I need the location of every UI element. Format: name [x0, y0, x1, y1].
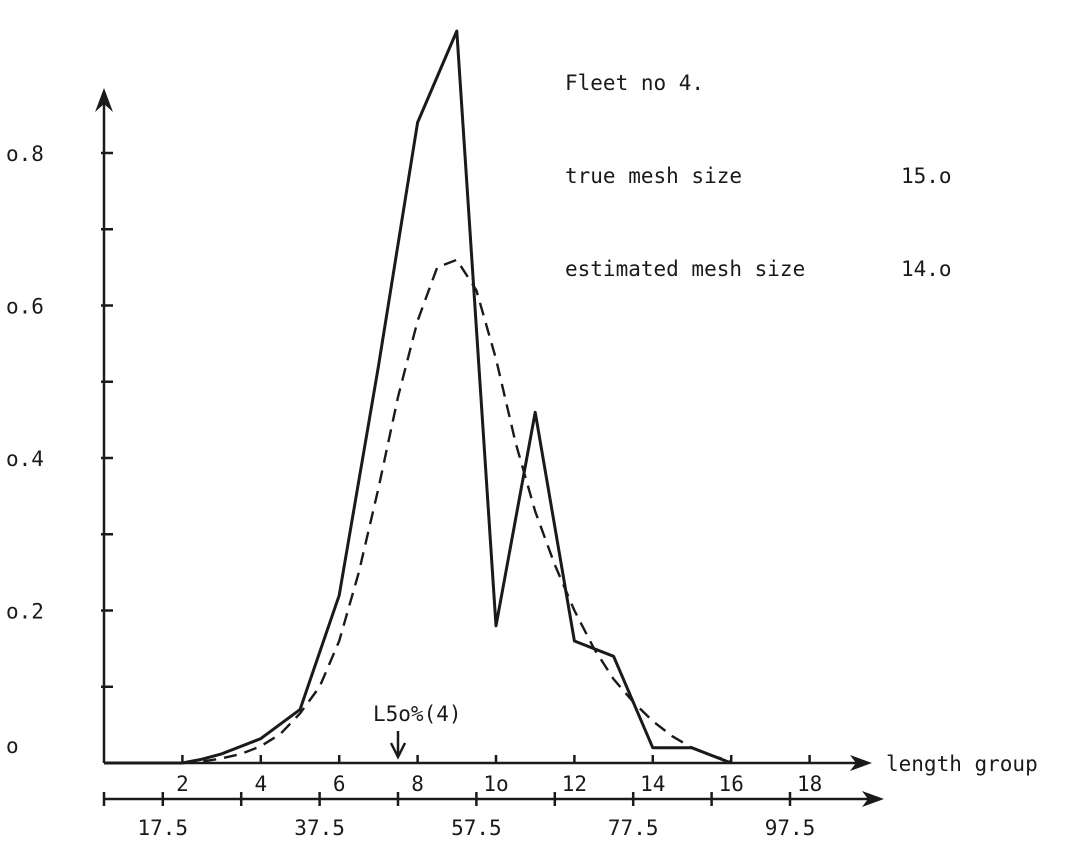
x-axis-label: length group — [886, 752, 1038, 776]
estimated-mesh-value: 14.o — [901, 257, 952, 281]
y-tick-label: o.2 — [6, 600, 44, 624]
x-tick-label: 18 — [797, 772, 822, 796]
estimated-mesh-label: estimated mesh size — [565, 257, 806, 281]
x-tick-label: 4 — [254, 772, 267, 796]
observed-series-line — [104, 29, 732, 765]
annotation-arrow-head — [389, 742, 407, 760]
x-tick-label: 8 — [411, 772, 424, 796]
fitted-series-line — [182, 258, 732, 765]
x-tick-label: 2 — [176, 772, 189, 796]
y-tick-label: o.6 — [6, 295, 44, 319]
x-tick-label: 6 — [333, 772, 346, 796]
x-tick-label: 12 — [562, 772, 587, 796]
true-mesh-value: 15.o — [901, 164, 952, 188]
secondary-tick-label: 57.5 — [451, 816, 502, 840]
x-tick-label: 16 — [719, 772, 744, 796]
x-tick-label: 1o — [483, 772, 508, 796]
series-layer — [104, 29, 732, 765]
y-tick-label: o.8 — [6, 142, 44, 166]
x-axis-arrow — [850, 755, 872, 771]
secondary-tick-label: 17.5 — [138, 816, 189, 840]
y-tick-label: o.4 — [6, 447, 44, 471]
x-tick-label: 14 — [640, 772, 665, 796]
secondary-tick-label: 77.5 — [608, 816, 659, 840]
labels-layer: o o.2 o.4 o.6 o.8 2 4 6 8 1o 12 14 16 18 length group 1… — [6, 142, 1038, 840]
secondary-axis-arrow — [862, 791, 884, 807]
y-tick-label: o — [6, 734, 19, 758]
secondary-tick-label: 97.5 — [765, 816, 816, 840]
y-axis-arrow — [95, 88, 113, 112]
axes — [95, 88, 884, 807]
annotation-label: L5o%(4) — [373, 702, 462, 726]
true-mesh-label: true mesh size — [565, 164, 743, 188]
secondary-tick-label: 37.5 — [294, 816, 345, 840]
fleet-label: Fleet no 4. — [565, 71, 705, 95]
info-box: Fleet no 4. true mesh size 15.o estimate… — [565, 6, 952, 316]
